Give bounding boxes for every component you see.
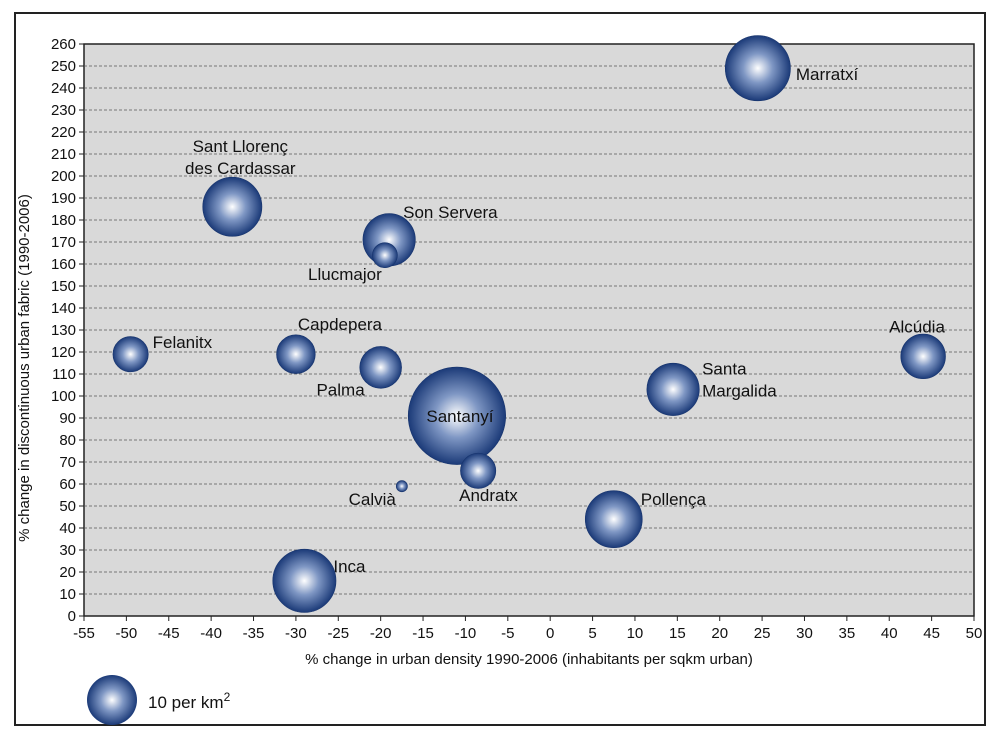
y-tick-label: 70 xyxy=(59,454,76,471)
bubble-label: Son Servera xyxy=(403,203,498,222)
bubble-palma xyxy=(359,346,402,389)
bubble-label: Palma xyxy=(316,380,365,399)
x-tick-label: -35 xyxy=(243,625,265,642)
x-tick-label: -20 xyxy=(370,625,392,642)
x-tick-label: -50 xyxy=(116,625,138,642)
y-tick-label: 110 xyxy=(52,366,76,383)
y-tick-label: 180 xyxy=(51,212,76,229)
bubble-pollen-a xyxy=(584,490,643,549)
bubble-label: Capdepera xyxy=(298,315,383,334)
x-tick-label: -25 xyxy=(327,625,349,642)
bubble-label: Inca xyxy=(333,557,366,576)
y-axis-ticks: 0 10 20 30 40 50 60 70 80 90 100 110 120 130 140 150 160… xyxy=(51,36,84,625)
y-tick-label: 30 xyxy=(59,542,76,559)
y-tick-label: 130 xyxy=(51,322,76,339)
y-tick-label: 160 xyxy=(51,256,76,273)
y-tick-label: 60 xyxy=(59,476,76,493)
bubble-label: Santanyí xyxy=(426,407,493,426)
y-tick-label: 50 xyxy=(59,498,76,515)
x-tick-label: -55 xyxy=(73,625,95,642)
y-tick-label: 200 xyxy=(51,168,76,185)
x-tick-label: 50 xyxy=(966,625,983,642)
bubble-label: Marratxí xyxy=(796,65,859,84)
bubble-andratx xyxy=(460,452,497,489)
bubble-inca xyxy=(272,548,337,613)
y-axis-label: % change in discontinuous urban fabric (… xyxy=(16,194,33,542)
bubble-marratx- xyxy=(724,35,791,102)
bubble-felanitx xyxy=(112,336,149,373)
x-tick-label: 20 xyxy=(711,625,728,642)
y-tick-label: 210 xyxy=(51,146,76,163)
bubble-label: Felanitx xyxy=(153,333,213,352)
y-tick-label: 260 xyxy=(51,36,76,53)
y-tick-label: 140 xyxy=(51,300,76,317)
x-tick-label: 35 xyxy=(839,625,856,642)
bubble-label: Sant Llorenç xyxy=(193,137,289,156)
y-tick-label: 90 xyxy=(59,410,76,427)
bubble-sant-lloren-des-cardassar xyxy=(202,176,263,237)
bubble-santa-margalida xyxy=(646,362,700,416)
x-tick-label: -10 xyxy=(455,625,477,642)
bubble-label: Pollença xyxy=(641,490,707,509)
y-tick-label: 20 xyxy=(59,564,76,581)
x-tick-label: 40 xyxy=(881,625,898,642)
x-tick-label: 0 xyxy=(546,625,554,642)
x-tick-label: -5 xyxy=(501,625,514,642)
bubble-calvi- xyxy=(395,480,408,493)
bubble-label: Calvià xyxy=(349,490,397,509)
bubble-label: Margalida xyxy=(702,381,777,400)
x-tick-label: 45 xyxy=(923,625,940,642)
bubble-label: Llucmajor xyxy=(308,265,382,284)
x-tick-label: -15 xyxy=(412,625,434,642)
y-tick-label: 230 xyxy=(51,102,76,119)
bubble-alc-dia xyxy=(900,333,946,380)
x-tick-label: -40 xyxy=(200,625,222,642)
x-tick-label: 25 xyxy=(754,625,771,642)
x-axis-label: % change in urban density 1990-2006 (inh… xyxy=(305,651,753,668)
bubble-capdepera xyxy=(276,334,316,374)
bubble-santany- xyxy=(407,366,506,465)
legend-bubble xyxy=(87,675,137,725)
y-tick-label: 10 xyxy=(59,586,76,603)
x-axis-ticks: -55 -50 -45 -40 -35 -30 -25 -20 -15 -10 -5 0 5 10 15 20… xyxy=(73,616,982,642)
y-tick-label: 80 xyxy=(59,432,76,449)
x-tick-label: -30 xyxy=(285,625,307,642)
y-tick-label: 190 xyxy=(51,190,76,207)
y-tick-label: 40 xyxy=(59,520,76,537)
bubble-label: Santa xyxy=(702,359,747,378)
bubbles xyxy=(112,35,946,613)
y-tick-label: 220 xyxy=(51,124,76,141)
y-tick-label: 100 xyxy=(51,388,76,405)
y-tick-label: 240 xyxy=(51,80,76,97)
bubble-label: Andratx xyxy=(459,486,518,505)
bubble-label: des Cardassar xyxy=(185,159,296,178)
x-tick-label: 10 xyxy=(627,625,644,642)
y-tick-label: 150 xyxy=(51,278,76,295)
x-tick-label: 5 xyxy=(588,625,596,642)
bubble-label: Alcúdia xyxy=(889,317,945,336)
x-tick-label: 15 xyxy=(669,625,686,642)
bubble-llucmajor xyxy=(372,242,398,268)
y-tick-label: 0 xyxy=(68,608,76,625)
y-tick-label: 250 xyxy=(51,58,76,75)
x-tick-label: -45 xyxy=(158,625,180,642)
bubble-labels: Marratxí Sant Llorenç des Cardassar Son Ser… xyxy=(153,65,946,576)
gridlines xyxy=(84,65,974,595)
y-tick-label: 170 xyxy=(51,234,76,251)
legend: 10 per km2 xyxy=(87,675,231,725)
x-tick-label: 30 xyxy=(796,625,813,642)
y-tick-label: 120 xyxy=(51,344,76,361)
legend-label: 10 per km2 xyxy=(148,690,231,712)
